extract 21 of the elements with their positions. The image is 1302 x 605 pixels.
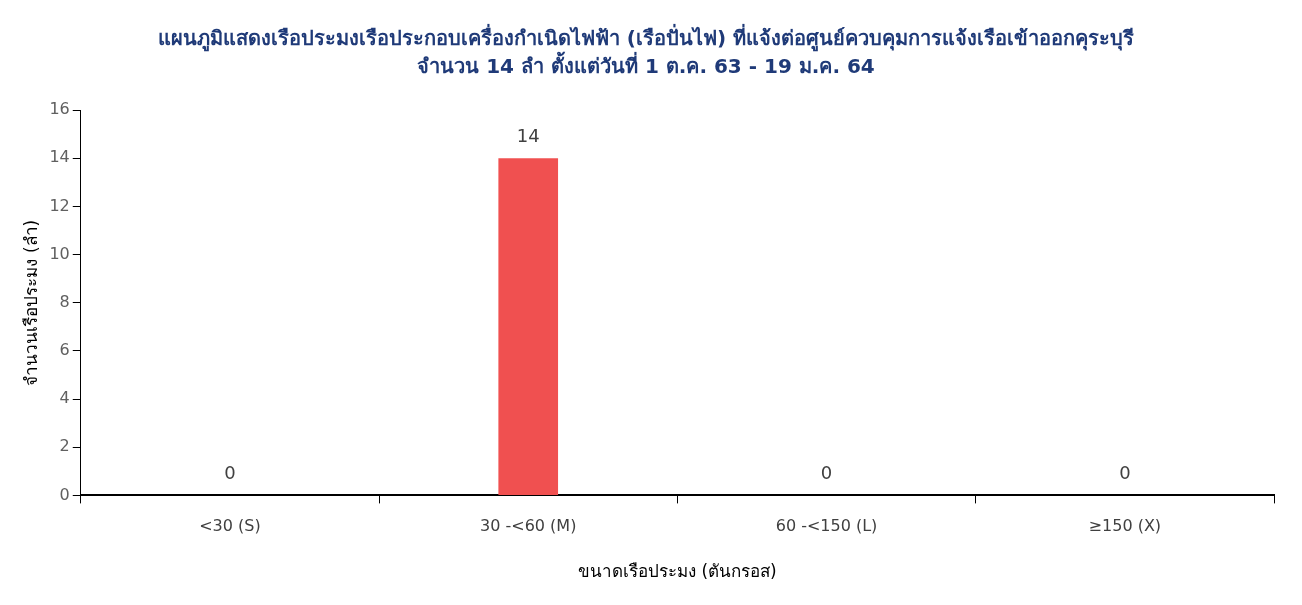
y-tick-label: 0 [59,484,70,504]
y-tick-label: 12 [49,195,70,215]
y-tick-label: 4 [59,388,70,408]
chart-title: แผนภูมิแสดงเรือประมงเรือประกอบเครื่องกำเนิดไฟฟ้า (เรือปั่นไฟ) ที่แจ้งต่อศูนย์ควบคุมการแจ้งเรือเข้าออกคุระบุรี [157,23,1135,53]
y-tick-label: 8 [59,291,70,311]
x-axis-title: ขนาดเรือประมง (ตันกรอส) [578,561,777,582]
data-label: 0 [224,462,236,484]
y-tick-label: 16 [49,99,70,119]
x-tick-label: <30 (S) [199,516,261,536]
x-tick-label: 60 -<150 (L) [775,516,878,536]
x-tick-label: ≥150 (X) [1088,516,1162,536]
y-tick-label: 6 [59,340,70,360]
chart-subtitle: จำนวน 14 ลำ ตั้งแต่วันที่ 1 ต.ค. 63 - 19 ม.ค. 64 [417,51,875,79]
data-label: 0 [1119,462,1131,484]
y-tick-label: 14 [49,147,70,167]
data-label: 14 [516,124,540,146]
y-tick-label: 2 [59,436,70,456]
data-label: 0 [820,462,833,484]
y-axis-title: จำนวนเรือประมง (ลำ) [20,219,41,386]
y-tick-label: 10 [49,243,70,263]
x-tick-label: 30 -<60 (M) [480,516,577,536]
